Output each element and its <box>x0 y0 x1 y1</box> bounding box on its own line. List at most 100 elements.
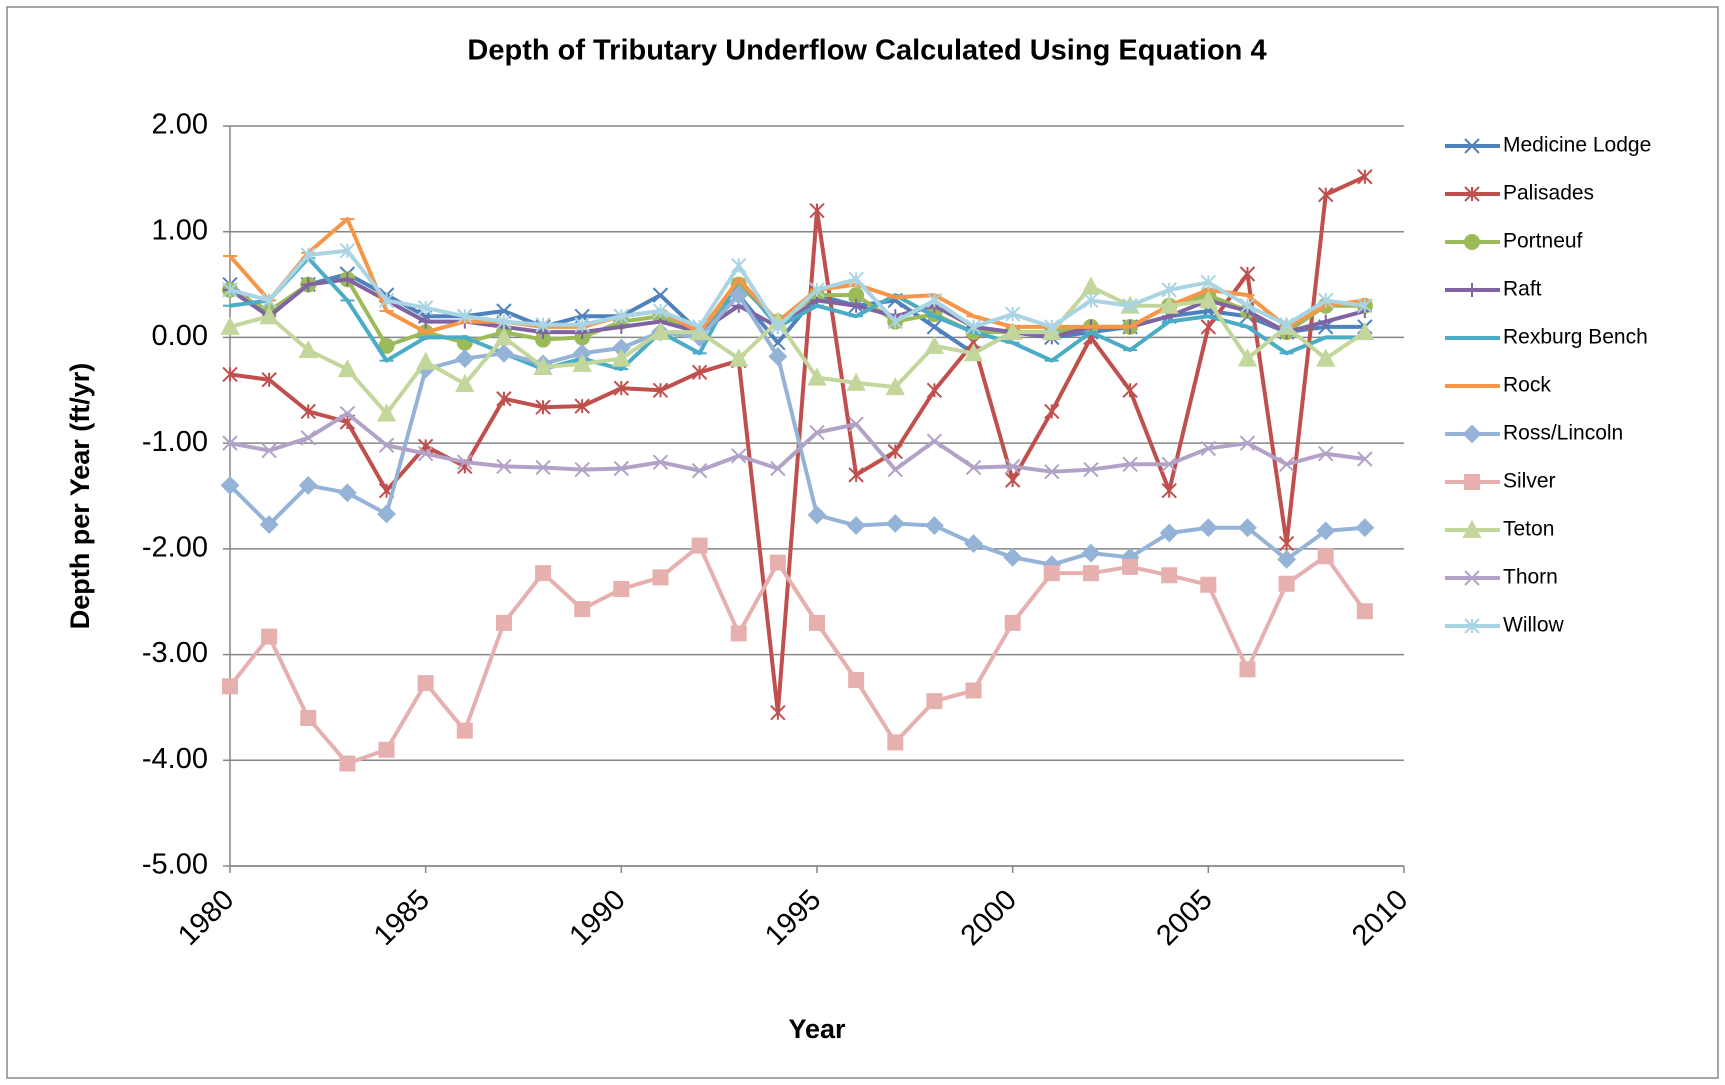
data-point <box>924 335 945 354</box>
legend-label: Silver <box>1503 470 1556 493</box>
data-point <box>222 435 238 451</box>
data-point <box>416 351 436 370</box>
data-point <box>691 364 708 381</box>
data-point <box>1004 458 1021 475</box>
data-point <box>300 247 316 263</box>
data-point <box>1122 298 1138 314</box>
data-point <box>574 317 590 333</box>
data-point <box>1200 440 1217 457</box>
data-point <box>574 398 590 414</box>
data-point <box>652 287 669 303</box>
chart-title: Depth of Tributary Underflow Calculated … <box>467 35 1266 67</box>
legend-label: Rexburg Bench <box>1503 326 1648 349</box>
data-point <box>613 581 630 598</box>
data-point <box>926 693 943 710</box>
data-point <box>1239 661 1256 678</box>
data-point <box>494 327 514 346</box>
data-point <box>1200 319 1217 335</box>
data-point <box>378 741 395 758</box>
data-point <box>1044 463 1060 480</box>
data-point <box>965 319 982 335</box>
data-point <box>926 433 943 449</box>
data-point <box>261 292 277 309</box>
data-point <box>222 282 238 298</box>
y-tick-label: -3.00 <box>142 637 208 669</box>
data-point <box>1278 535 1295 552</box>
data-point <box>809 424 825 441</box>
data-point <box>650 322 671 341</box>
data-point <box>220 476 240 495</box>
data-point <box>417 675 434 692</box>
data-point <box>809 614 825 631</box>
legend-label: Rock <box>1503 374 1551 397</box>
data-point <box>848 416 864 432</box>
data-point <box>1357 298 1373 314</box>
data-point <box>417 446 434 462</box>
data-point <box>339 405 356 422</box>
data-point <box>220 316 240 335</box>
y-tick-label: -5.00 <box>142 849 208 881</box>
data-point <box>377 504 396 524</box>
data-point <box>729 348 749 367</box>
data-point <box>1316 348 1336 367</box>
chart-border <box>6 6 1719 1079</box>
data-point <box>926 292 943 309</box>
data-point <box>691 319 708 335</box>
series-line <box>229 284 1366 416</box>
legend-label: Portneuf <box>1503 230 1583 253</box>
data-point <box>300 710 317 726</box>
data-point <box>848 467 864 483</box>
data-point <box>535 565 552 582</box>
legend-marker <box>1463 234 1481 250</box>
data-point <box>613 460 630 477</box>
series-line <box>229 411 1366 474</box>
data-point <box>455 373 475 392</box>
legend-label: Teton <box>1503 518 1554 541</box>
data-point <box>613 380 630 396</box>
legend-marker <box>1462 424 1482 444</box>
data-point <box>770 705 786 721</box>
data-point <box>376 403 397 422</box>
data-point <box>965 459 982 476</box>
data-point <box>261 442 277 459</box>
data-point <box>1238 518 1257 538</box>
data-point <box>261 372 277 388</box>
legend-marker <box>1462 519 1482 538</box>
data-point <box>926 382 943 398</box>
data-point <box>339 243 356 259</box>
data-point <box>926 319 943 335</box>
data-point <box>378 292 395 309</box>
data-point <box>652 569 669 586</box>
data-point <box>691 462 708 479</box>
data-point <box>496 391 512 407</box>
data-point <box>1278 456 1295 472</box>
data-point <box>1316 521 1336 541</box>
data-point <box>1318 187 1334 203</box>
data-point <box>652 454 669 470</box>
data-point <box>848 671 865 688</box>
data-point <box>1200 274 1217 291</box>
data-point <box>730 625 747 642</box>
data-point <box>1003 547 1023 567</box>
legend-marker <box>1464 570 1480 586</box>
data-point <box>496 458 512 475</box>
data-point <box>963 343 984 362</box>
data-point <box>298 339 318 359</box>
data-point <box>572 353 592 372</box>
y-tick-label: 0.00 <box>152 320 208 352</box>
data-point <box>337 359 358 378</box>
data-point <box>652 382 669 398</box>
data-point <box>731 448 747 464</box>
data-point <box>1198 518 1218 538</box>
data-point <box>1277 550 1297 569</box>
data-point <box>1318 446 1334 462</box>
data-point <box>1083 461 1099 478</box>
data-point <box>259 306 279 325</box>
legend-marker <box>1464 138 1480 154</box>
data-point <box>885 376 905 396</box>
data-point <box>1161 483 1177 499</box>
data-point <box>496 313 512 330</box>
legend-marker <box>1465 283 1479 297</box>
data-point <box>418 314 433 329</box>
data-point <box>535 459 551 476</box>
